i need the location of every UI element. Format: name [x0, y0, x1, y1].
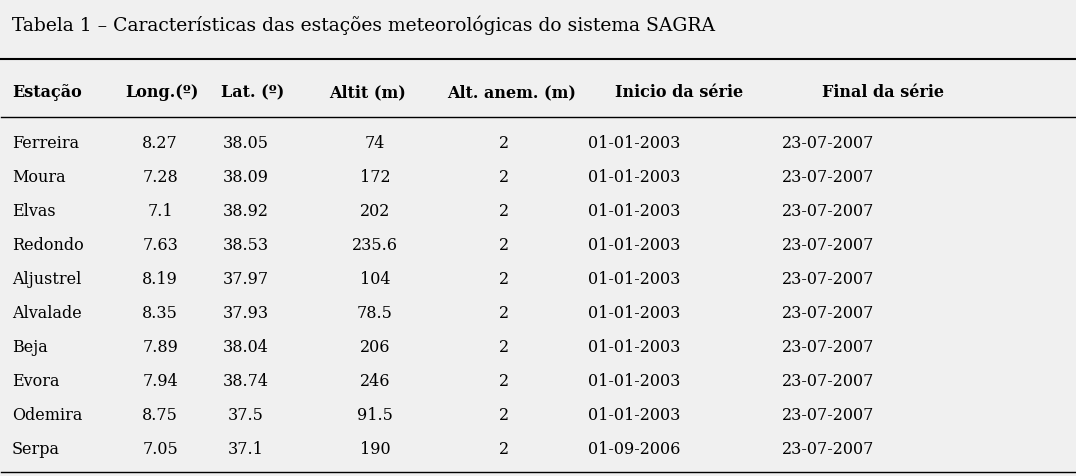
- Text: 7.94: 7.94: [142, 373, 179, 390]
- Text: Alvalade: Alvalade: [12, 305, 82, 322]
- Text: 38.04: 38.04: [223, 339, 269, 356]
- Text: 01-01-2003: 01-01-2003: [589, 237, 681, 254]
- Text: Elvas: Elvas: [12, 203, 56, 220]
- Text: 01-01-2003: 01-01-2003: [589, 271, 681, 288]
- Text: Tabela 1 – Características das estações meteorológicas do sistema SAGRA: Tabela 1 – Características das estações …: [12, 16, 716, 35]
- Text: 235.6: 235.6: [352, 237, 398, 254]
- Text: Alt. anem. (m): Alt. anem. (m): [447, 84, 576, 101]
- Text: 37.5: 37.5: [228, 407, 264, 425]
- Text: 91.5: 91.5: [357, 407, 393, 425]
- Text: 7.28: 7.28: [142, 169, 179, 186]
- Text: 01-01-2003: 01-01-2003: [589, 169, 681, 186]
- Text: 01-01-2003: 01-01-2003: [589, 203, 681, 220]
- Text: Beja: Beja: [12, 339, 47, 356]
- Text: 23-07-2007: 23-07-2007: [781, 407, 874, 425]
- Text: 38.92: 38.92: [223, 203, 269, 220]
- Text: 38.74: 38.74: [223, 373, 269, 390]
- Text: 8.27: 8.27: [142, 135, 179, 152]
- Text: 38.05: 38.05: [223, 135, 269, 152]
- Text: 8.75: 8.75: [142, 407, 179, 425]
- Text: 23-07-2007: 23-07-2007: [781, 441, 874, 458]
- Text: 8.35: 8.35: [142, 305, 179, 322]
- Text: 2: 2: [498, 407, 509, 425]
- Text: 01-01-2003: 01-01-2003: [589, 407, 681, 425]
- Text: 78.5: 78.5: [357, 305, 393, 322]
- Text: 23-07-2007: 23-07-2007: [781, 237, 874, 254]
- Text: 7.89: 7.89: [142, 339, 179, 356]
- Text: 37.1: 37.1: [228, 441, 264, 458]
- Text: 23-07-2007: 23-07-2007: [781, 373, 874, 390]
- Text: 01-09-2006: 01-09-2006: [589, 441, 681, 458]
- Text: Odemira: Odemira: [12, 407, 83, 425]
- Text: Estação: Estação: [12, 84, 82, 101]
- Text: 2: 2: [498, 441, 509, 458]
- Text: 37.97: 37.97: [223, 271, 269, 288]
- Text: 38.53: 38.53: [223, 237, 269, 254]
- Text: 246: 246: [359, 373, 391, 390]
- Text: Moura: Moura: [12, 169, 66, 186]
- Text: 01-01-2003: 01-01-2003: [589, 135, 681, 152]
- Text: 23-07-2007: 23-07-2007: [781, 203, 874, 220]
- Text: Evora: Evora: [12, 373, 59, 390]
- Text: 172: 172: [359, 169, 391, 186]
- Text: 23-07-2007: 23-07-2007: [781, 169, 874, 186]
- Text: 2: 2: [498, 169, 509, 186]
- Text: 202: 202: [359, 203, 391, 220]
- Text: Lat. (º): Lat. (º): [222, 84, 285, 101]
- Text: 7.05: 7.05: [142, 441, 179, 458]
- Text: 2: 2: [498, 203, 509, 220]
- Text: 37.93: 37.93: [223, 305, 269, 322]
- Text: Inicio da série: Inicio da série: [615, 84, 744, 101]
- Text: 23-07-2007: 23-07-2007: [781, 271, 874, 288]
- Text: 2: 2: [498, 135, 509, 152]
- Text: Serpa: Serpa: [12, 441, 60, 458]
- Text: 23-07-2007: 23-07-2007: [781, 339, 874, 356]
- Text: Aljustrel: Aljustrel: [12, 271, 82, 288]
- Text: 2: 2: [498, 271, 509, 288]
- Text: 2: 2: [498, 339, 509, 356]
- Text: 104: 104: [359, 271, 391, 288]
- Text: 23-07-2007: 23-07-2007: [781, 135, 874, 152]
- Text: 7.1: 7.1: [147, 203, 173, 220]
- Text: 7.63: 7.63: [142, 237, 179, 254]
- Text: Redondo: Redondo: [12, 237, 84, 254]
- Text: Long.(º): Long.(º): [125, 84, 198, 101]
- Text: Final da série: Final da série: [822, 84, 945, 101]
- Text: 74: 74: [365, 135, 385, 152]
- Text: 38.09: 38.09: [223, 169, 269, 186]
- Text: 01-01-2003: 01-01-2003: [589, 305, 681, 322]
- Text: 2: 2: [498, 305, 509, 322]
- Text: 206: 206: [359, 339, 391, 356]
- Text: Altit (m): Altit (m): [329, 84, 406, 101]
- Text: 01-01-2003: 01-01-2003: [589, 373, 681, 390]
- Text: 2: 2: [498, 373, 509, 390]
- Text: 2: 2: [498, 237, 509, 254]
- Text: 8.19: 8.19: [142, 271, 179, 288]
- Text: 01-01-2003: 01-01-2003: [589, 339, 681, 356]
- Text: 23-07-2007: 23-07-2007: [781, 305, 874, 322]
- Text: 190: 190: [359, 441, 391, 458]
- Text: Ferreira: Ferreira: [12, 135, 80, 152]
